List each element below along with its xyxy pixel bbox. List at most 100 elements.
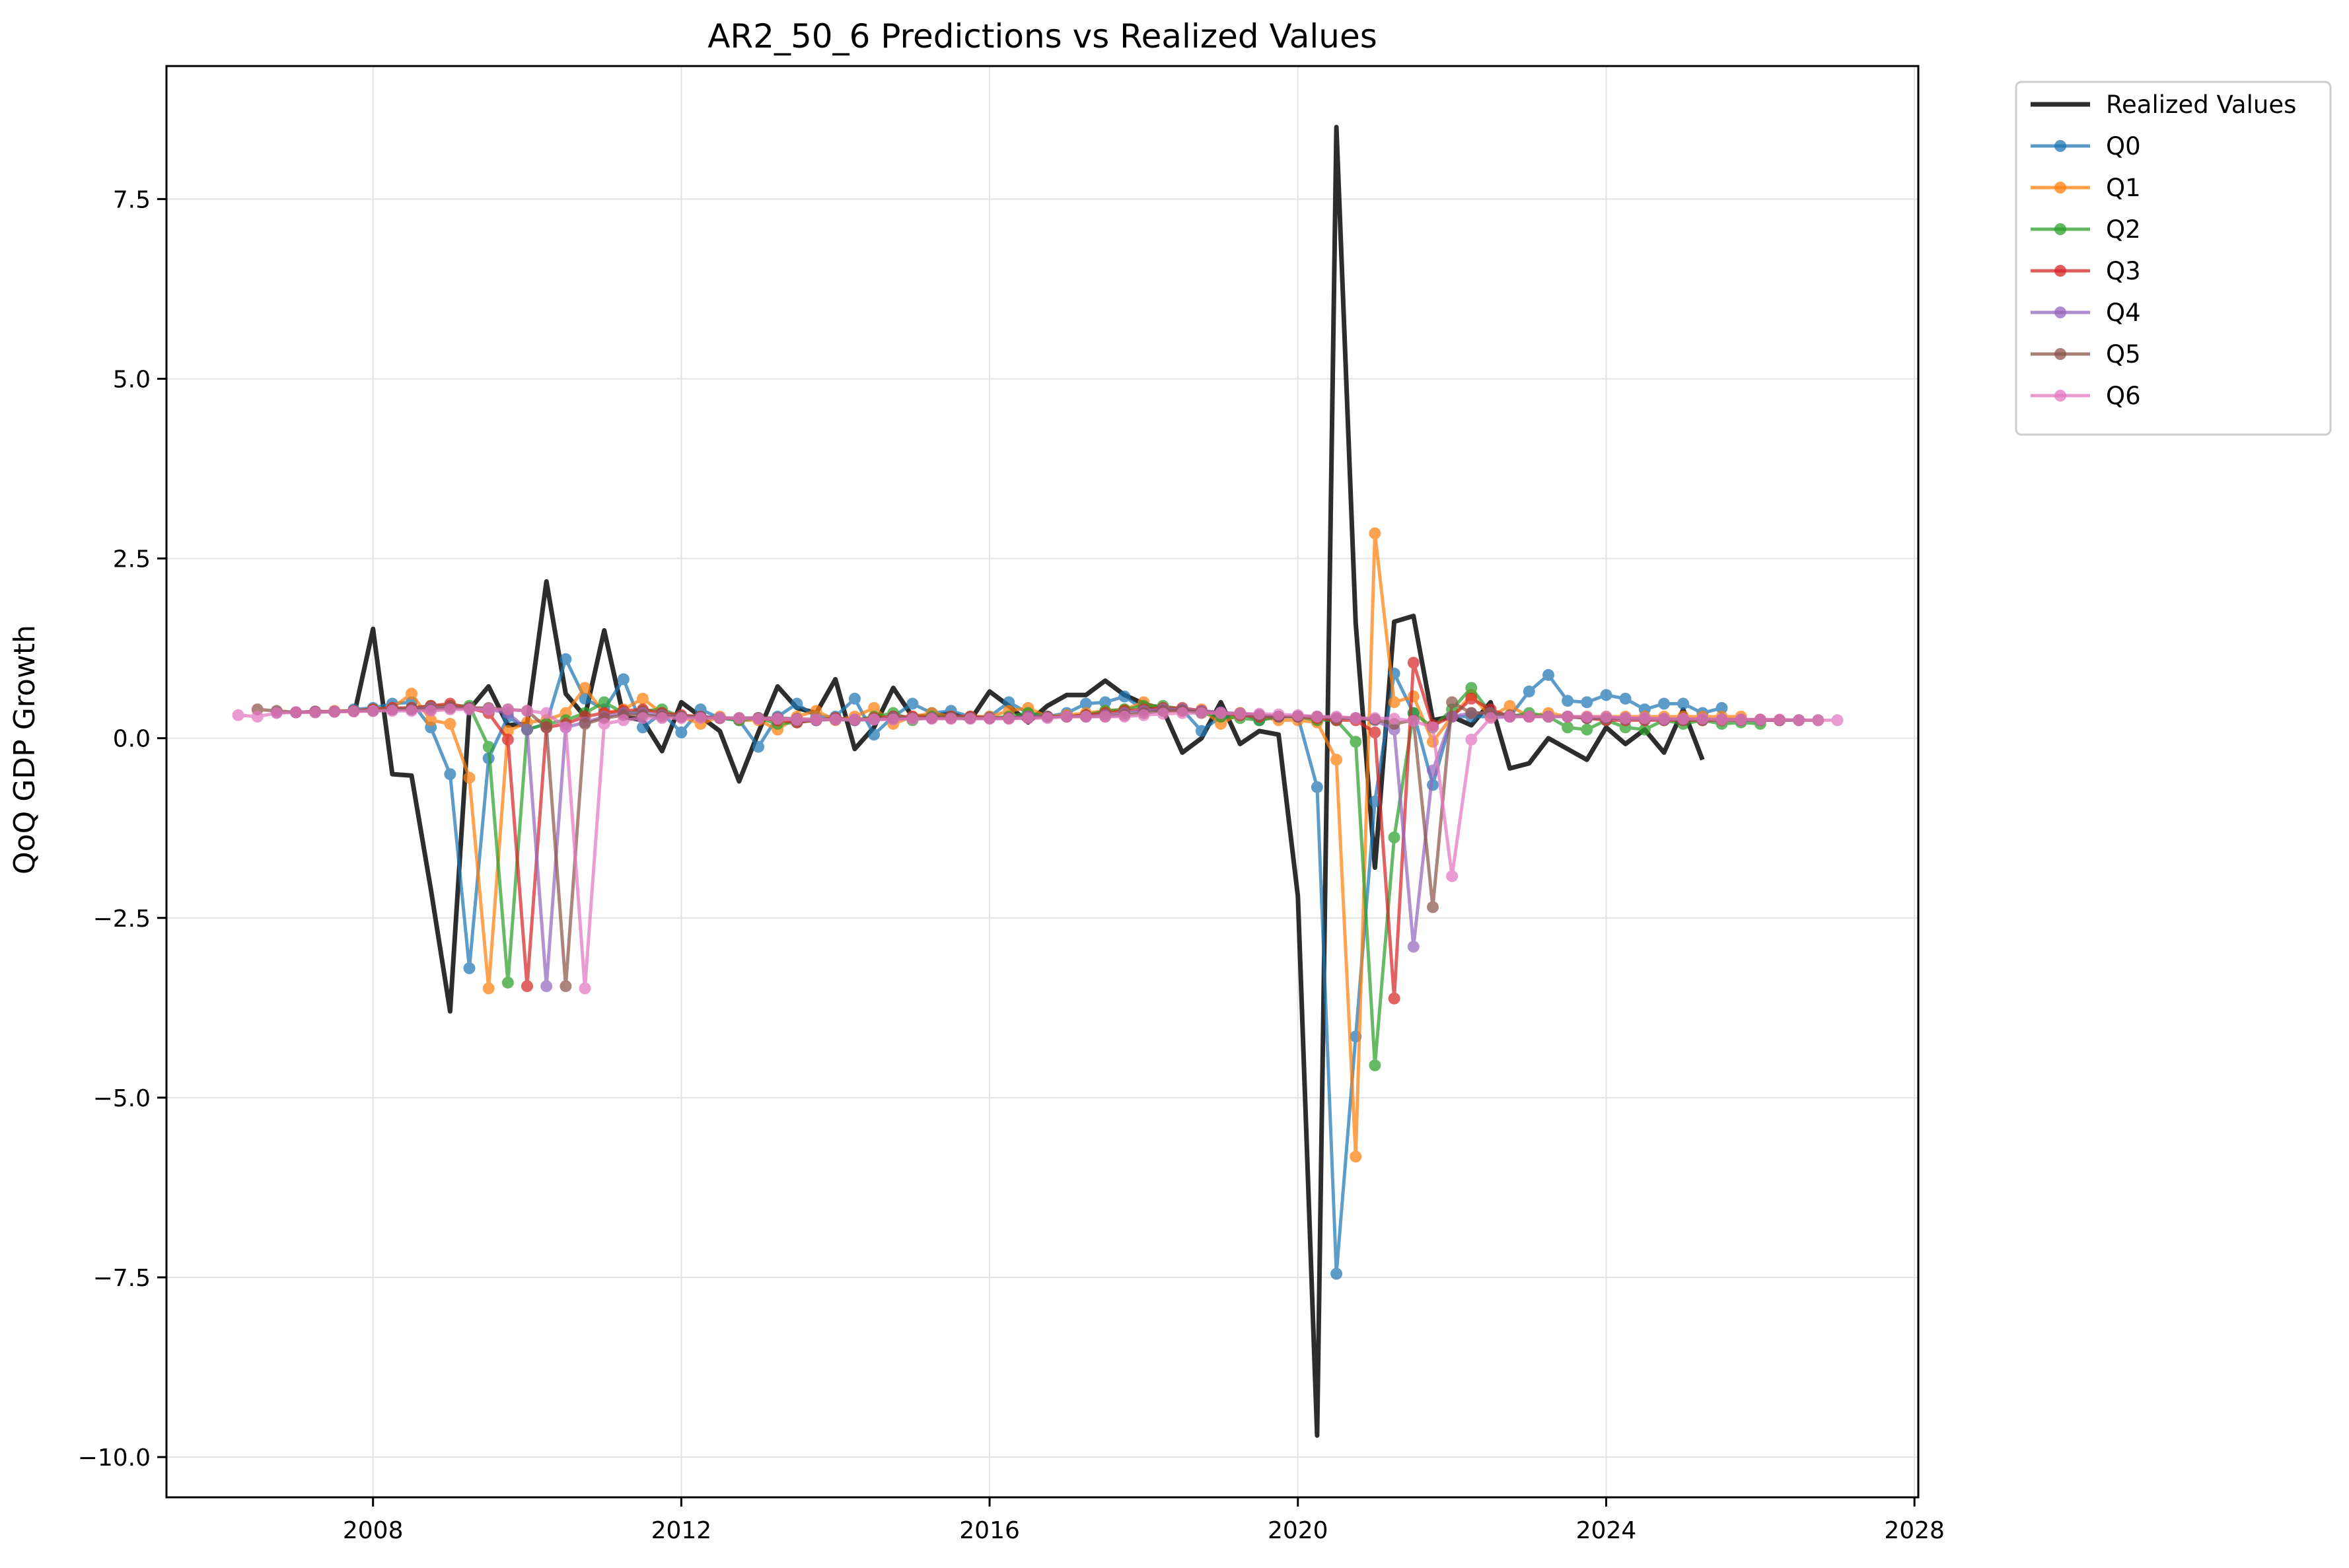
data-point-q6 [887, 713, 900, 726]
data-point-q6 [1542, 711, 1554, 723]
data-point-q6 [1234, 707, 1247, 720]
data-point-q6 [733, 712, 745, 725]
legend-marker [2054, 348, 2066, 360]
data-point-q3 [501, 733, 514, 746]
data-point-q6 [1407, 715, 1420, 727]
data-point-q5 [1427, 901, 1439, 913]
legend-label: Q2 [2106, 215, 2141, 244]
data-point-q6 [906, 713, 919, 725]
x-tick-label: 2012 [651, 1517, 712, 1544]
data-point-q4 [521, 723, 533, 736]
data-point-q6 [425, 705, 437, 717]
data-point-q6 [694, 712, 707, 725]
data-point-q1 [637, 692, 649, 705]
data-point-q6 [463, 703, 476, 716]
data-point-q0 [1369, 795, 1381, 808]
data-point-q6 [925, 713, 938, 725]
data-point-q2 [501, 976, 514, 989]
data-point-q6 [1350, 712, 1362, 725]
data-point-q2 [1581, 723, 1593, 736]
data-point-q6 [1138, 709, 1150, 721]
data-point-q2 [1465, 682, 1478, 694]
chart-title: AR2_50_6 Predictions vs Realized Values [707, 17, 1377, 55]
data-point-q0 [444, 768, 456, 781]
data-point-q6 [637, 712, 649, 725]
data-point-q1 [810, 705, 822, 717]
data-point-q6 [482, 703, 495, 716]
legend-marker [2054, 140, 2066, 152]
data-point-q0 [1600, 689, 1612, 701]
data-point-q1 [1503, 699, 1516, 712]
data-point-q0 [637, 721, 649, 734]
legend-label: Q5 [2106, 340, 2141, 369]
data-point-q6 [1774, 713, 1786, 726]
data-point-q6 [1022, 712, 1034, 725]
data-point-q6 [1754, 713, 1766, 726]
data-point-q3 [1388, 992, 1400, 1005]
data-point-q6 [328, 705, 341, 718]
data-point-q6 [1465, 733, 1478, 746]
data-point-q4 [1407, 941, 1420, 953]
y-tick-label: 5.0 [113, 366, 151, 393]
data-point-q1 [1350, 1151, 1362, 1163]
legend: Realized Values Q0 Q1 Q2 Q3 Q4 Q5 Q6 [2015, 81, 2332, 436]
data-point-q6 [1677, 713, 1690, 725]
y-tick-label: −7.5 [93, 1265, 151, 1292]
data-point-q0 [1677, 697, 1690, 710]
data-point-q6 [232, 709, 244, 721]
data-point-q0 [1562, 695, 1574, 707]
data-point-q6 [752, 713, 765, 725]
legend-label: Q4 [2106, 299, 2141, 327]
data-point-q6 [1427, 721, 1439, 734]
data-point-q2 [1638, 723, 1651, 736]
data-point-q6 [1793, 714, 1805, 727]
data-point-q6 [1330, 711, 1343, 723]
plot-frame [165, 65, 1920, 1499]
data-point-q6 [444, 703, 456, 716]
data-point-q6 [1562, 711, 1574, 723]
data-point-q6 [772, 713, 784, 725]
data-point-q5 [540, 721, 553, 734]
data-point-q0 [560, 653, 572, 665]
data-point-q6 [984, 713, 996, 725]
data-point-q6 [810, 713, 822, 726]
data-point-q5 [1446, 696, 1459, 709]
data-point-q0 [848, 692, 861, 705]
data-point-q0 [906, 697, 919, 710]
x-tick-label: 2008 [343, 1517, 404, 1544]
data-point-q6 [521, 705, 533, 717]
data-point-q5 [579, 717, 591, 730]
legend-box [2015, 81, 2332, 436]
data-point-q5 [1465, 707, 1478, 719]
data-point-q6 [1812, 714, 1825, 727]
data-point-q3 [1369, 726, 1381, 738]
data-point-q0 [579, 692, 591, 705]
data-point-q6 [1831, 714, 1844, 727]
data-point-q6 [1581, 711, 1593, 723]
data-point-q2 [1369, 1059, 1381, 1071]
data-point-q2 [1388, 831, 1400, 843]
data-point-q6 [309, 706, 322, 719]
grid-lines [166, 66, 1918, 1497]
data-point-q1 [579, 682, 591, 694]
x-tick-label: 2016 [959, 1517, 1020, 1544]
data-point-q0 [1619, 692, 1632, 705]
data-point-q6 [1118, 711, 1131, 723]
data-point-q6 [1523, 711, 1535, 723]
data-point-q6 [251, 711, 264, 723]
data-point-q1 [868, 701, 881, 714]
legend-label: Q6 [2106, 382, 2141, 410]
data-point-q6 [1388, 713, 1400, 725]
legend-label: Q1 [2106, 174, 2141, 202]
data-point-q6 [1446, 870, 1459, 882]
y-tick-label: −5.0 [93, 1085, 151, 1112]
data-point-q0 [1195, 725, 1208, 737]
data-point-q6 [1195, 707, 1208, 719]
data-point-q6 [540, 707, 553, 719]
data-point-q6 [1272, 708, 1285, 721]
data-point-q6 [1079, 711, 1092, 723]
data-point-q0 [675, 726, 688, 738]
